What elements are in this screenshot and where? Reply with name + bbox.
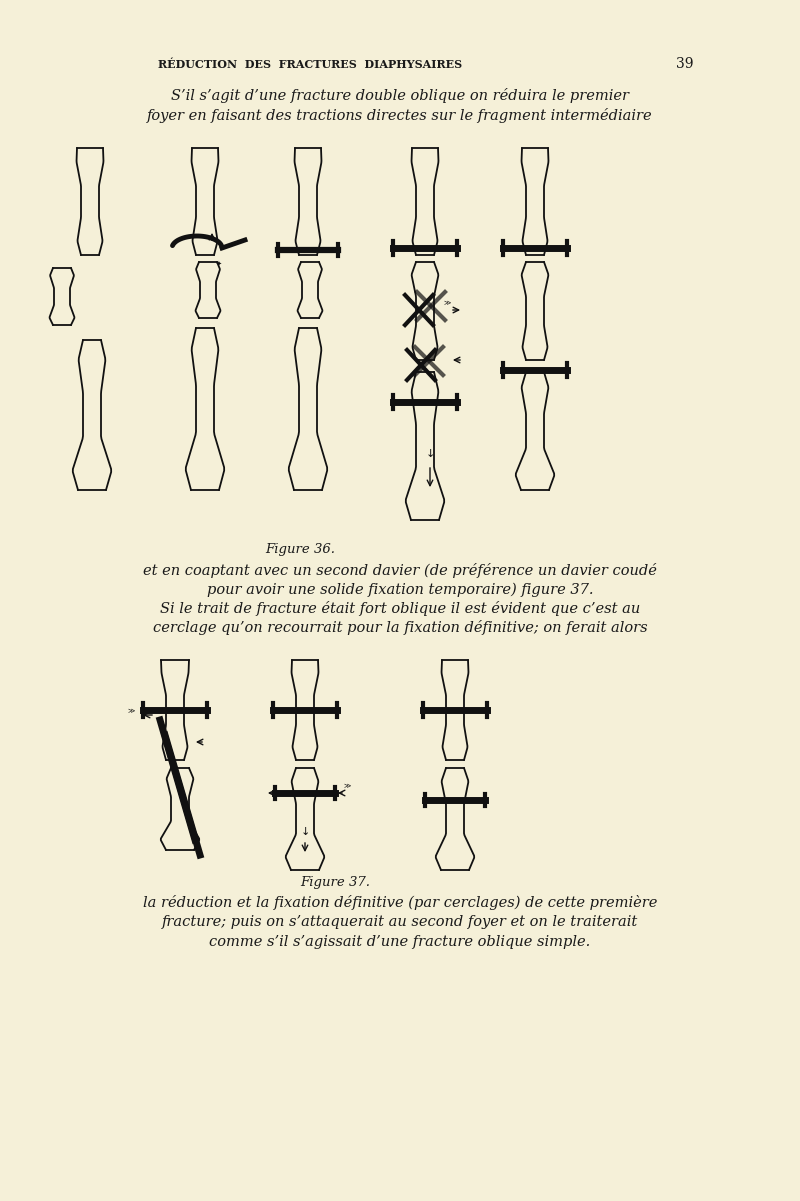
Text: Figure 36.: Figure 36.	[265, 543, 335, 556]
Text: 39: 39	[676, 56, 694, 71]
Text: ≫: ≫	[443, 300, 450, 306]
Text: foyer en faisant des tractions directes sur le fragment intermédiaire: foyer en faisant des tractions directes …	[147, 108, 653, 123]
Text: la réduction et la fixation définitive (par cerclages) de cette première: la réduction et la fixation définitive (…	[143, 895, 657, 910]
Text: ≫: ≫	[128, 709, 135, 715]
Text: ≫: ≫	[343, 783, 350, 789]
Text: S’il s’agit d’une fracture double oblique on réduira le premier: S’il s’agit d’une fracture double obliqu…	[171, 88, 629, 103]
Text: et en coaptant avec un second davier (de préférence un davier coudé: et en coaptant avec un second davier (de…	[143, 563, 657, 578]
Text: fracture; puis on s’attaquerait au second foyer et on le traiterait: fracture; puis on s’attaquerait au secon…	[162, 915, 638, 930]
Text: pour avoir une solide fixation temporaire) figure 37.: pour avoir une solide fixation temporair…	[206, 582, 594, 597]
Text: Figure 37.: Figure 37.	[300, 876, 370, 889]
Text: ↓: ↓	[426, 449, 434, 459]
Text: ✦: ✦	[216, 261, 222, 267]
Text: RÉDUCTION  DES  FRACTURES  DIAPHYSAIRES: RÉDUCTION DES FRACTURES DIAPHYSAIRES	[158, 59, 462, 70]
Text: Si le trait de fracture était fort oblique il est évident que c’est au: Si le trait de fracture était fort obliq…	[160, 600, 640, 616]
Text: cerclage qu’on recourrait pour la fixation définitive; on ferait alors: cerclage qu’on recourrait pour la fixati…	[153, 620, 647, 635]
Text: comme s’il s’agissait d’une fracture oblique simple.: comme s’il s’agissait d’une fracture obl…	[210, 936, 590, 949]
Text: ↓: ↓	[300, 827, 310, 837]
